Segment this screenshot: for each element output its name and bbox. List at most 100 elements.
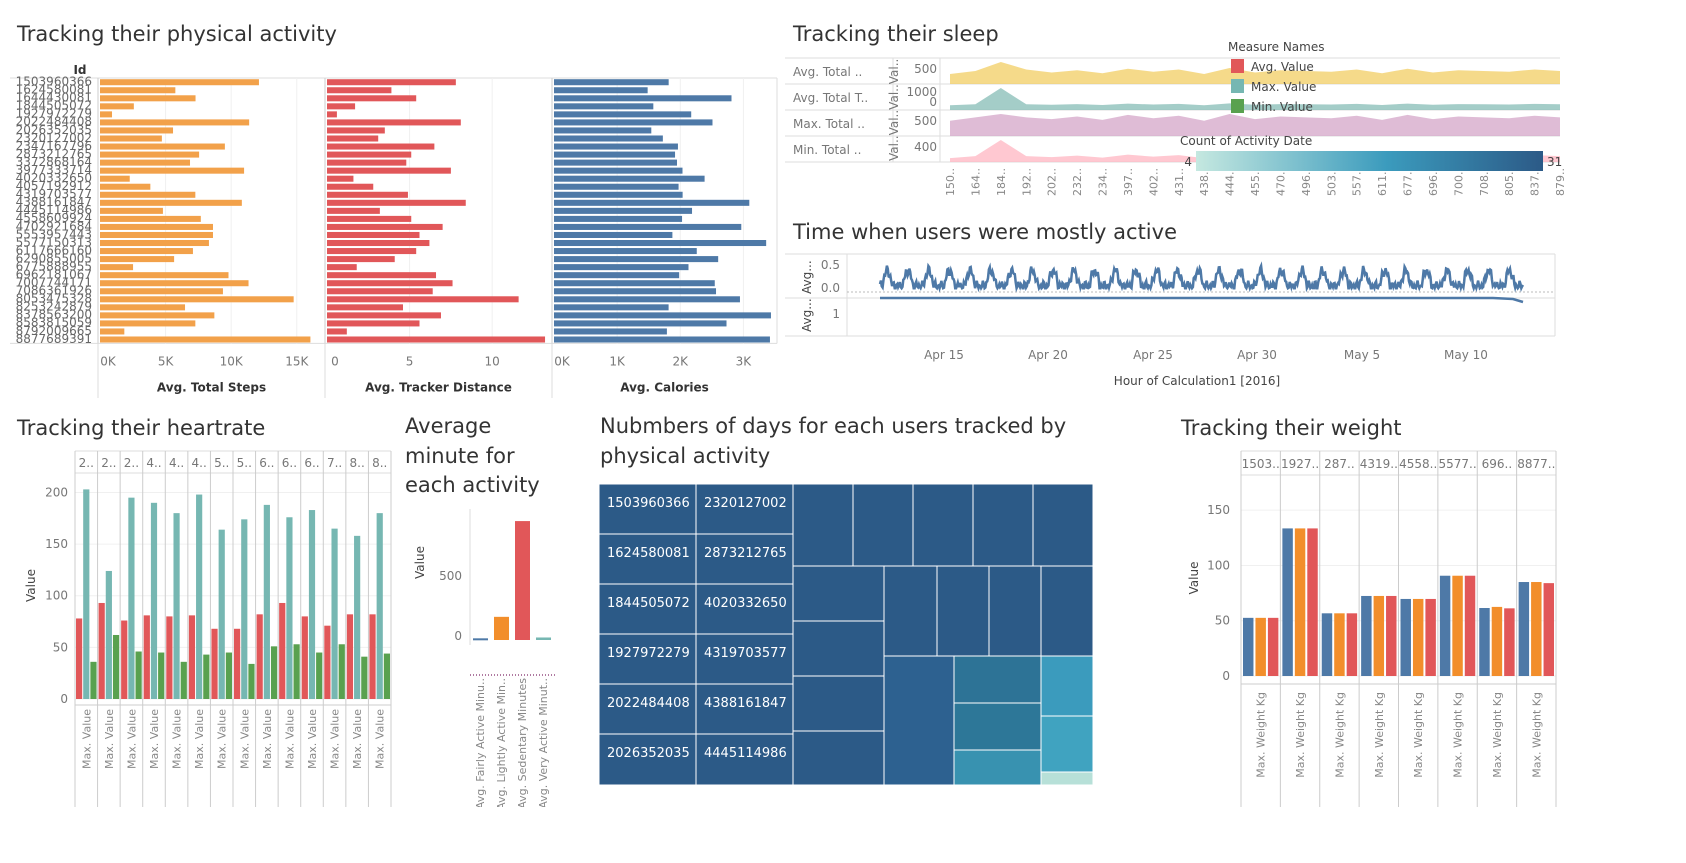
id-label: 1927972279 (16, 107, 92, 121)
y-tick-label: 0 (1222, 669, 1230, 683)
bar (327, 87, 392, 94)
column-header: 7.. (327, 456, 342, 470)
y-tick-label: 100 (1207, 558, 1230, 572)
bar (554, 183, 679, 190)
bar (301, 616, 308, 699)
bar (100, 103, 134, 110)
column-header: 4558.. (1399, 457, 1437, 471)
treemap-cell (1040, 565, 1094, 657)
bar (100, 328, 125, 335)
bar (554, 159, 678, 166)
column-header: 5.. (237, 456, 252, 470)
column-header: 8.. (350, 456, 365, 470)
bar (1479, 608, 1490, 676)
area-series (950, 114, 1560, 136)
x-tick-label: 5 (406, 354, 414, 368)
cell-label: 4388161847 (704, 696, 787, 711)
x-tick-label: 397.. (1122, 168, 1135, 196)
bar (100, 111, 113, 118)
x-tick-label: 557.. (1351, 168, 1364, 196)
treemap-cell (599, 683, 697, 735)
treemap-cell (1032, 484, 1094, 567)
bar (173, 513, 180, 699)
y-tick-label: 150 (45, 537, 68, 551)
y-axis-title: Value (1187, 562, 1201, 595)
id-label: 4702921684 (16, 219, 92, 233)
bar (270, 646, 278, 699)
x-tick-label: Max. Weight Kg (1412, 692, 1425, 778)
bar (327, 95, 417, 102)
treemap-cell (953, 702, 1042, 751)
bar (554, 127, 652, 134)
x-tick-label: Max. Value (261, 709, 274, 769)
bar (554, 296, 740, 303)
days-title: Nubmbers of days for each users tracked … (600, 414, 1067, 468)
bar (100, 240, 209, 247)
bar (256, 614, 263, 699)
x-tick-label: Max. Value (103, 709, 116, 769)
bar (369, 614, 376, 699)
bar (361, 656, 368, 699)
y-tick-label: 500 (914, 62, 937, 76)
x-tick-label: Max. Weight Kg (1491, 692, 1504, 778)
bar (100, 231, 213, 238)
bar (1386, 595, 1397, 676)
avg-minute-title: Average minute for each activity (405, 414, 540, 497)
bar (383, 653, 390, 699)
bar (100, 87, 176, 94)
x-tick-label: 677.. (1402, 168, 1415, 196)
bar (554, 143, 678, 150)
bar (1531, 582, 1542, 676)
x-tick-label: Max. Value (216, 709, 229, 769)
bar (100, 280, 249, 287)
bar (83, 489, 90, 699)
weight-chart: Value 0 50 100 150 1503.. Max. Weight Kg 1927..… (1187, 450, 1557, 807)
x-tick-label: Max. Weight Kg (1530, 692, 1543, 778)
weight-title: Tracking their weight (1181, 416, 1402, 440)
x-tick-label: 438.. (1198, 168, 1211, 196)
bar (554, 175, 705, 182)
treemap-cell (972, 484, 1034, 567)
treemap-cell (792, 620, 885, 677)
bar (1294, 528, 1306, 676)
x-tick-label: Avg. Very Active Minut.. (537, 678, 550, 807)
bar (354, 535, 361, 699)
bar (327, 119, 461, 126)
bar (100, 336, 311, 343)
color-legend-max: 31 (1547, 155, 1562, 169)
x-tick-label: 234.. (1097, 168, 1110, 196)
bar (327, 191, 408, 198)
id-label: 4445114986 (16, 203, 92, 217)
cell-label: 2022484408 (607, 696, 690, 711)
bar (1400, 598, 1411, 676)
id-label: 3372868164 (16, 155, 92, 169)
x-tick-label: Max. Value (193, 709, 206, 769)
id-label: 4388161847 (16, 195, 92, 209)
treemap-cell (883, 655, 955, 786)
id-label: 2320127002 (16, 131, 92, 145)
bar (1504, 608, 1515, 676)
column-header: 4319.. (1360, 457, 1398, 471)
bar (327, 111, 337, 118)
id-label: 2347167796 (16, 139, 92, 153)
activity-title: Tracking their physical activity (17, 22, 337, 46)
bar (241, 519, 248, 699)
id-label: 4558609924 (16, 211, 92, 225)
id-label: 8253242879 (16, 300, 92, 314)
x-tick-label: Apr 15 (924, 348, 964, 362)
x-tick-label: Avg. Fairly Active Minu.. (474, 678, 487, 807)
bar (100, 119, 250, 126)
bar (100, 151, 200, 158)
bar (554, 256, 719, 263)
bar (554, 304, 669, 311)
bar (100, 264, 134, 271)
id-label: 4057192912 (16, 179, 92, 193)
id-label: 6290855005 (16, 251, 92, 265)
bar (1543, 583, 1554, 676)
bar (100, 207, 163, 214)
id-label: 1624580081 (16, 83, 92, 97)
y-tick-label: 1 (832, 307, 840, 321)
bar (327, 215, 412, 222)
bar (1439, 575, 1451, 676)
bar (225, 652, 232, 699)
